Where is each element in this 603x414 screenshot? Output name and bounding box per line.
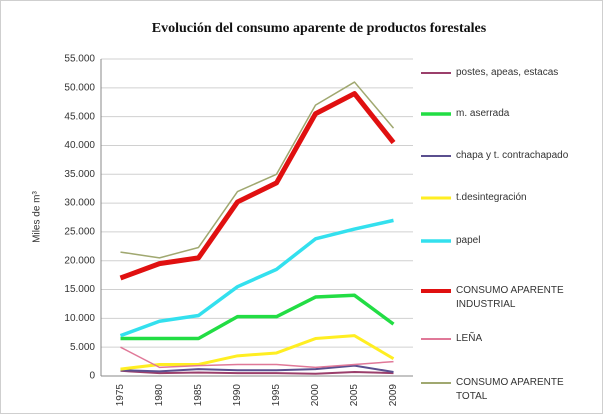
legend-label: m. aserrada bbox=[456, 108, 510, 119]
x-tick-label: 2009 bbox=[388, 384, 399, 407]
legend-label: postes, apeas, estacas bbox=[456, 67, 559, 78]
x-tick-label: 2005 bbox=[349, 384, 360, 407]
y-tick-label: 30.000 bbox=[64, 198, 95, 209]
y-tick-label: 40.000 bbox=[64, 140, 95, 151]
x-tick-label: 1975 bbox=[115, 384, 126, 407]
chart-title: Evolución del consumo aparente de produc… bbox=[152, 21, 487, 36]
series-line bbox=[119, 91, 396, 281]
y-tick-label: 0 bbox=[89, 371, 95, 382]
legend-label: papel bbox=[456, 235, 481, 246]
y-tick-label: 45.000 bbox=[64, 111, 95, 122]
series-line bbox=[120, 81, 395, 259]
legend-label: CONSUMO APARENTE INDUSTRIAL bbox=[456, 285, 564, 310]
x-tick-label: 2000 bbox=[310, 384, 321, 407]
y-tick-label: 20.000 bbox=[64, 255, 95, 266]
y-tick-label: 5.000 bbox=[70, 342, 95, 353]
series-line bbox=[120, 369, 394, 375]
series-line bbox=[120, 346, 394, 369]
x-tick-label: 1995 bbox=[271, 384, 282, 407]
y-tick-label: 50.000 bbox=[64, 82, 95, 93]
y-tick-label: 15.000 bbox=[64, 284, 95, 295]
y-tick-label: 10.000 bbox=[64, 313, 95, 324]
x-tick-label: 1980 bbox=[154, 384, 165, 407]
legend-label: CONSUMO APARENTE TOTAL bbox=[456, 377, 564, 402]
y-tick-label: 55.000 bbox=[64, 54, 95, 65]
x-tick-label: 1985 bbox=[193, 384, 204, 407]
x-tick-label: 1990 bbox=[232, 384, 243, 407]
y-tick-label: 35.000 bbox=[64, 169, 95, 180]
legend-label: chapa y t. contrachapado bbox=[456, 150, 569, 161]
series-line bbox=[120, 293, 395, 341]
y-tick-label: 25.000 bbox=[64, 227, 95, 238]
y-axis-label: Miles de m³ bbox=[32, 190, 43, 242]
series-line bbox=[120, 364, 394, 373]
legend-label: t.desintegración bbox=[456, 192, 527, 203]
legend-label: LEÑA bbox=[456, 333, 483, 344]
series-line bbox=[119, 218, 394, 338]
series-line bbox=[120, 334, 395, 371]
